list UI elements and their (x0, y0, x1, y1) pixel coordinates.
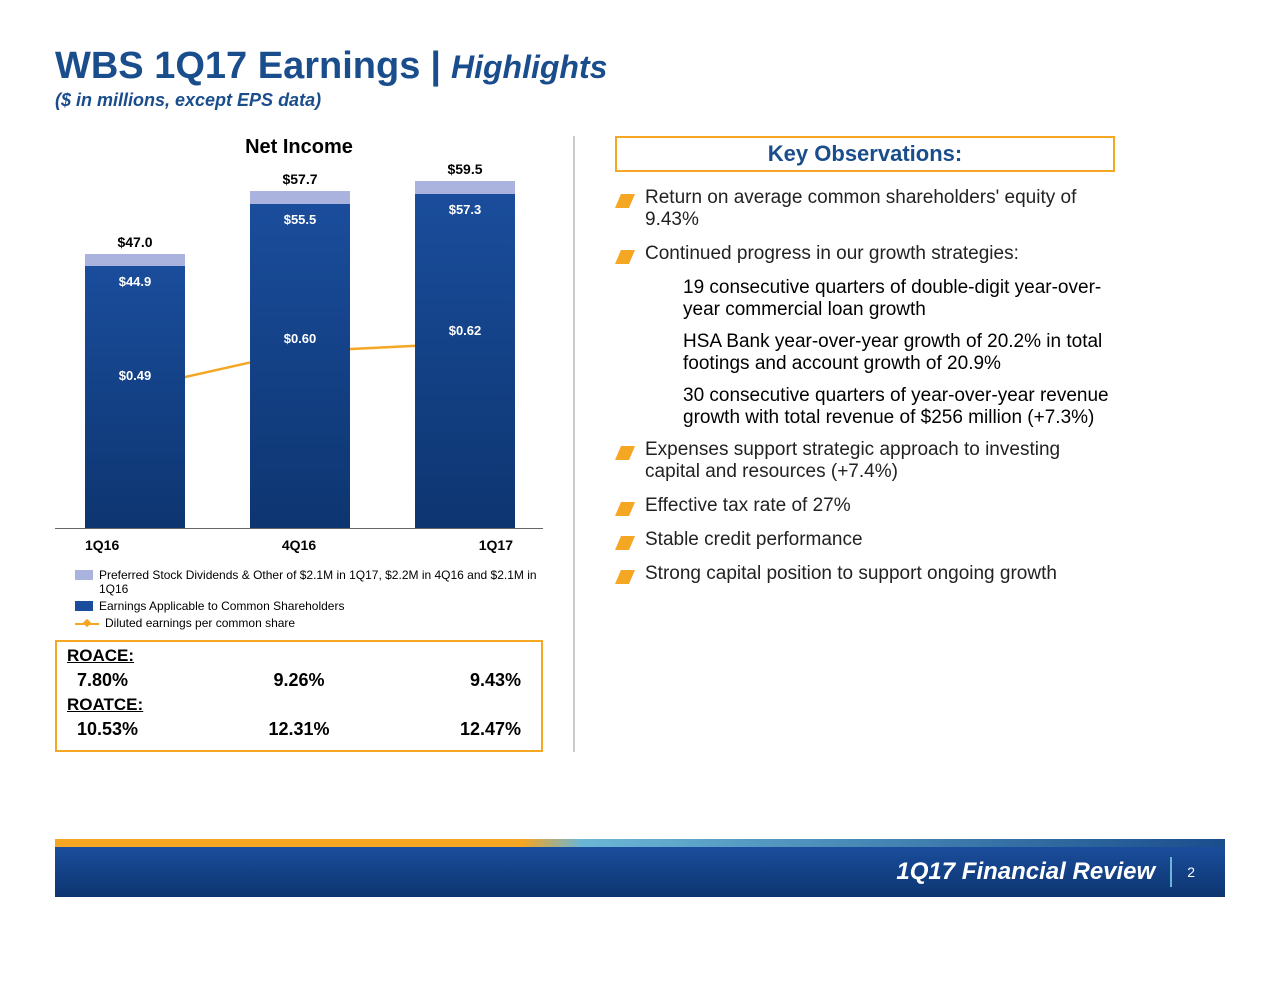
bar-total-label: $47.0 (85, 234, 185, 250)
footer-stripe (55, 839, 1225, 847)
legend-row: Diluted earnings per common share (75, 616, 543, 630)
eps-label: $0.49 (85, 368, 185, 383)
metrics-value: 9.43% (470, 670, 521, 691)
parallelogram-bullet-icon (615, 444, 635, 458)
legend-row: Earnings Applicable to Common Shareholde… (75, 599, 543, 613)
metrics-value: 12.31% (268, 719, 329, 740)
chart-legend: Preferred Stock Dividends & Other of $2.… (55, 568, 543, 630)
footer: 1Q17 Financial Review 2 (55, 839, 1225, 909)
bar-total-label: $57.7 (250, 171, 350, 187)
observation-item: Strong capital position to support ongoi… (615, 563, 1115, 585)
subtitle: ($ in millions, except EPS data) (55, 90, 1225, 111)
observation-item: Effective tax rate of 27% (615, 495, 1115, 517)
legend-swatch (75, 570, 93, 580)
observation-sub-item: HSA Bank year-over-year growth of 20.2% … (683, 331, 1115, 375)
bullet-icon (615, 194, 635, 208)
observations-list: Return on average common shareholders' e… (615, 187, 1115, 585)
metrics-label: ROACE: (67, 646, 531, 666)
left-column: Net Income $47.0 $44.9 $0.49 $57.7 $55.5 $0.6… (55, 136, 575, 752)
observation-sub-item: 19 consecutive quarters of double-digit … (683, 277, 1115, 321)
title-main: WBS 1Q17 Earnings (55, 45, 420, 88)
bar-main-label: $57.3 (415, 194, 515, 217)
bullet-icon (615, 446, 635, 460)
eps-label: $0.62 (415, 323, 515, 338)
observation-sub-item: 30 consecutive quarters of year-over-yea… (683, 385, 1115, 429)
bullet-icon (615, 570, 635, 584)
bar-group: $57.7$55.5$0.60 (250, 191, 350, 528)
bar-total-label: $59.5 (415, 161, 515, 177)
metrics-value: 10.53% (77, 719, 138, 740)
observation-text: Continued progress in our growth strateg… (645, 243, 1019, 265)
bar-top-segment (85, 254, 185, 266)
title-row: WBS 1Q17 Earnings | Highlights (55, 45, 1225, 88)
metrics-value: 7.80% (77, 670, 128, 691)
title-sub: Highlights (451, 49, 607, 86)
legend-row: Preferred Stock Dividends & Other of $2.… (75, 568, 543, 596)
content: Net Income $47.0 $44.9 $0.49 $57.7 $55.5 $0.6… (55, 136, 1225, 752)
observation-text: Stable credit performance (645, 529, 863, 551)
bar-group: $47.0$44.9$0.49 (85, 254, 185, 528)
metrics-row: 7.80% 9.26% 9.43% (67, 666, 531, 695)
legend-text: Diluted earnings per common share (105, 616, 295, 630)
observation-text: Effective tax rate of 27% (645, 495, 851, 517)
bar-top-segment (250, 191, 350, 204)
bar-main-segment: $44.9 (85, 266, 185, 528)
bar-main-segment: $57.3 (415, 194, 515, 528)
key-observations-header: Key Observations: (615, 136, 1115, 172)
footer-bar: 1Q17 Financial Review 2 (55, 847, 1225, 897)
footer-text: 1Q17 Financial Review (896, 858, 1155, 886)
parallelogram-bullet-icon (615, 534, 635, 548)
x-axis-label: 1Q16 (85, 537, 119, 553)
bar-top-segment (415, 181, 515, 194)
observation-item: Return on average common shareholders' e… (615, 187, 1115, 231)
bar-main-segment: $55.5 (250, 204, 350, 528)
metrics-row: 10.53% 12.31% 12.47% (67, 715, 531, 744)
metrics-box: ROACE: 7.80% 9.26% 9.43% ROATCE: 10.53% 12.31%… (55, 640, 543, 752)
parallelogram-bullet-icon (615, 568, 635, 582)
slide: WBS 1Q17 Earnings | Highlights ($ in mil… (55, 45, 1225, 895)
legend-text: Preferred Stock Dividends & Other of $2.… (99, 568, 543, 596)
bar-group: $59.5$57.3$0.62 (415, 181, 515, 528)
observation-item: Continued progress in our growth strateg… (615, 243, 1115, 265)
legend-text: Earnings Applicable to Common Shareholde… (99, 599, 344, 613)
observation-item: Expenses support strategic approach to i… (615, 439, 1115, 483)
title-pipe: | (430, 45, 441, 88)
bullet-icon (615, 250, 635, 264)
x-axis-label: 1Q17 (479, 537, 513, 553)
legend-swatch (75, 601, 93, 611)
metrics-label: ROATCE: (67, 695, 531, 715)
bar-main-label: $44.9 (85, 266, 185, 289)
observation-text: Expenses support strategic approach to i… (645, 439, 1115, 483)
legend-line-icon (75, 619, 99, 629)
bar-main-label: $55.5 (250, 204, 350, 227)
metrics-value: 9.26% (273, 670, 324, 691)
observation-text: Strong capital position to support ongoi… (645, 563, 1057, 585)
bullet-icon (615, 536, 635, 550)
bullet-icon (615, 502, 635, 516)
observation-item: Stable credit performance (615, 529, 1115, 551)
parallelogram-bullet-icon (615, 500, 635, 514)
eps-label: $0.60 (250, 331, 350, 346)
parallelogram-bullet-icon (615, 192, 635, 206)
footer-divider (1170, 857, 1172, 887)
metrics-value: 12.47% (460, 719, 521, 740)
parallelogram-bullet-icon (615, 248, 635, 262)
right-column: Key Observations: Return on average comm… (575, 136, 1115, 752)
observation-text: Return on average common shareholders' e… (645, 187, 1115, 231)
x-axis-labels: 1Q16 4Q16 1Q17 (55, 529, 543, 553)
footer-page-number: 2 (1187, 864, 1195, 880)
x-axis-label: 4Q16 (282, 537, 316, 553)
chart-title: Net Income (55, 136, 543, 159)
chart-area: $47.0$44.9$0.49$57.7$55.5$0.60$59.5$57.3… (55, 169, 543, 529)
